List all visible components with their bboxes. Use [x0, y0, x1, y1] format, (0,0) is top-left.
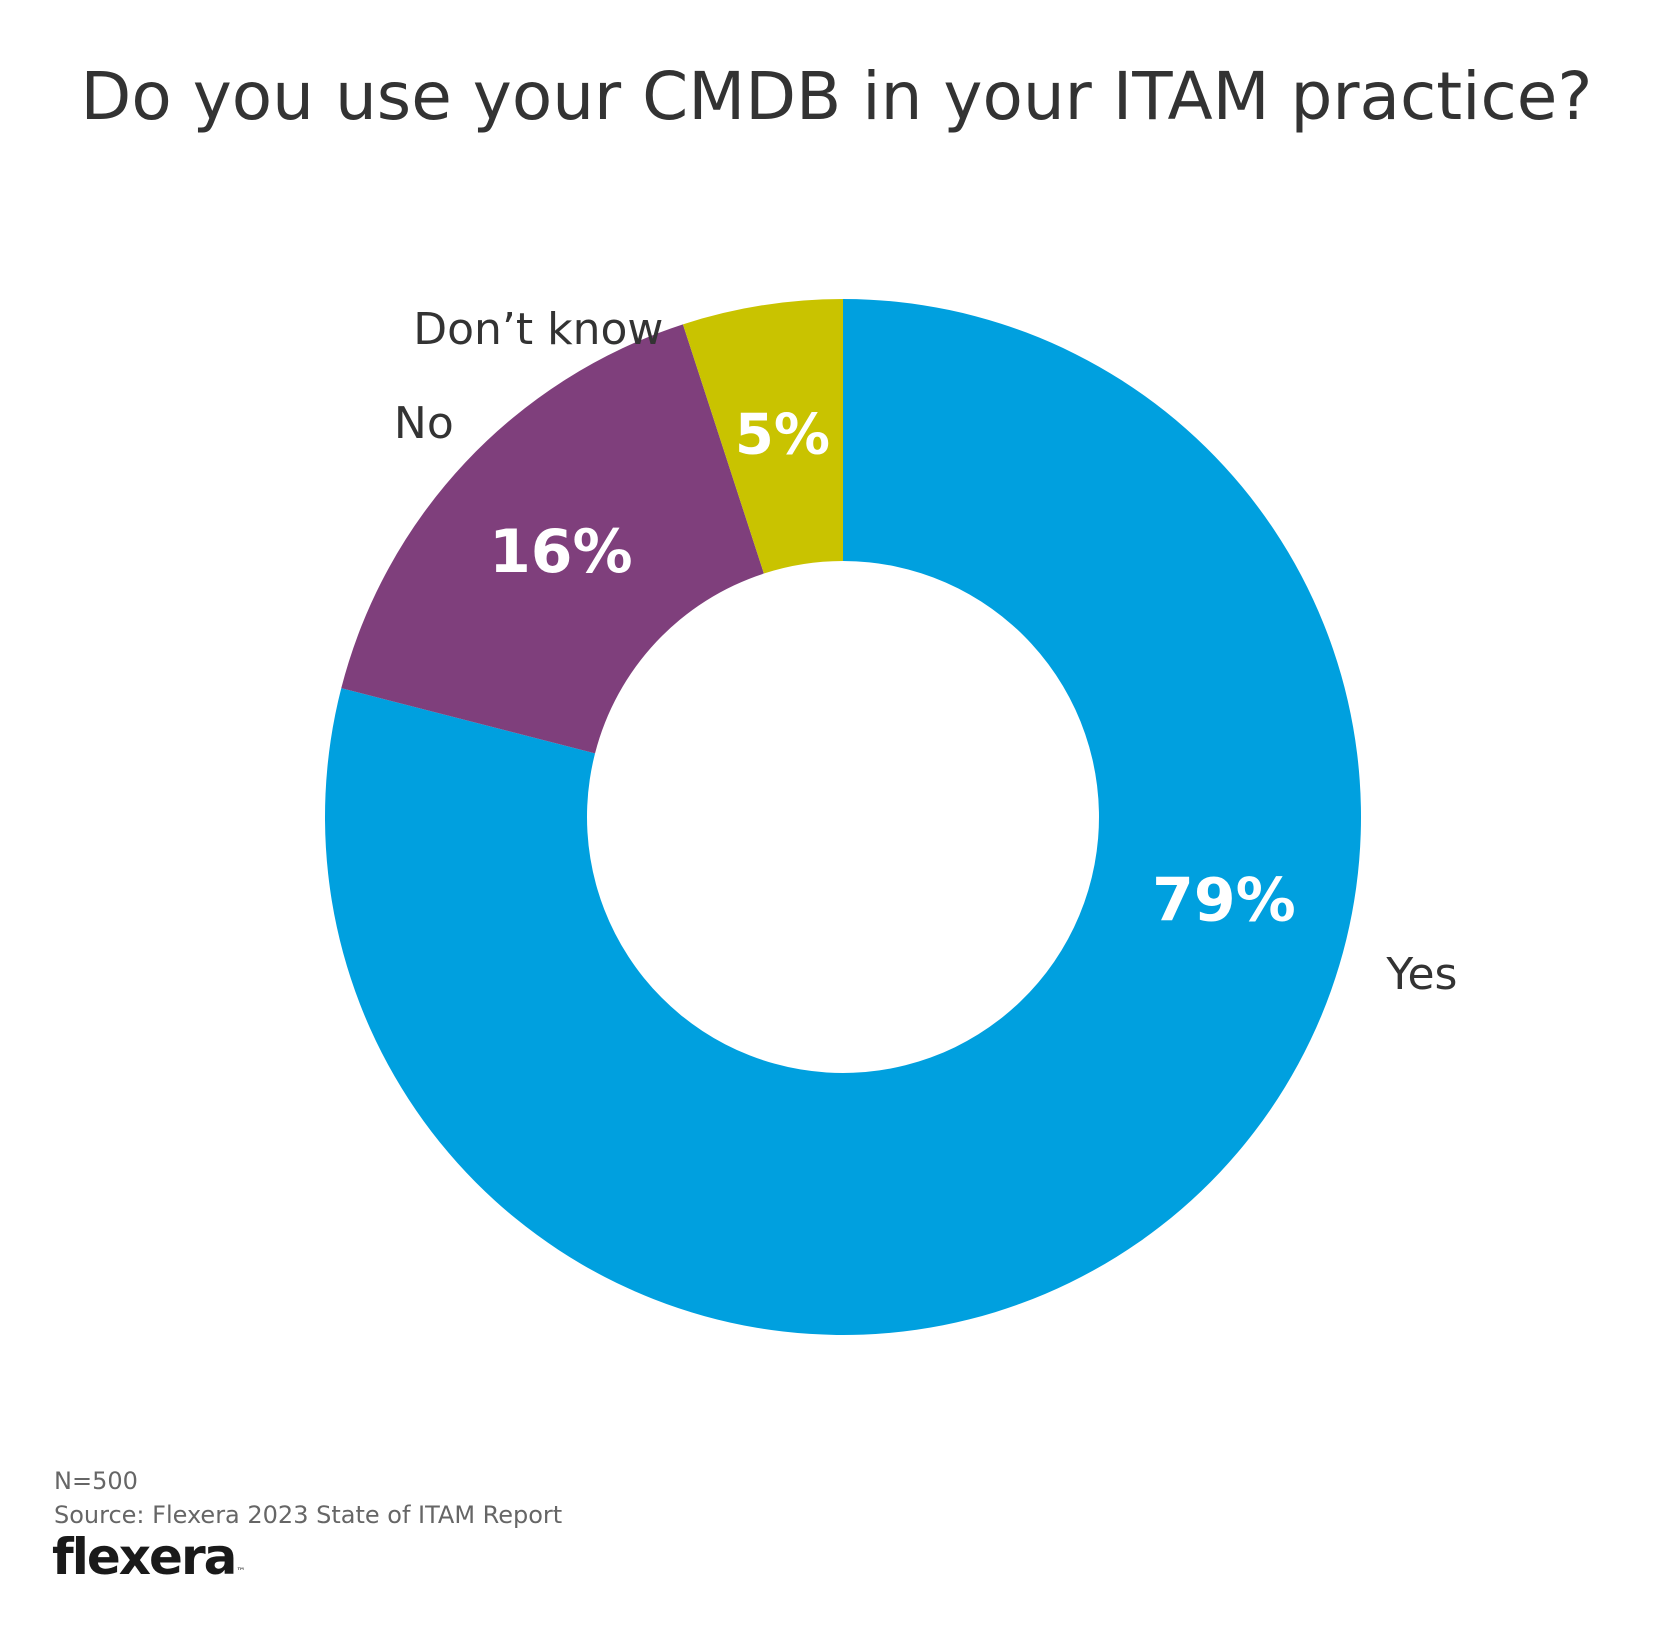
- labels-layer: 79% Yes 16% No 5% Don’t know: [394, 304, 1458, 1000]
- category-label-don-t-know: Don’t know: [413, 304, 663, 355]
- chart-title: Do you use your CMDB in your ITAM practi…: [80, 58, 1593, 135]
- flexera-logo: flexera™: [52, 1532, 245, 1582]
- category-label-no: No: [394, 398, 454, 449]
- logo-wordmark: flexera: [52, 1528, 237, 1586]
- category-label-yes: Yes: [1385, 949, 1457, 1000]
- sample-size-note: N=500: [54, 1467, 138, 1495]
- source-note: Source: Flexera 2023 State of ITAM Repor…: [54, 1501, 563, 1529]
- value-label-don-t-know: 5%: [735, 402, 830, 467]
- slice-no: [341, 324, 764, 754]
- value-label-no: 16%: [489, 517, 633, 587]
- slices-layer: [325, 299, 1362, 1335]
- logo-trademark: ™: [236, 1567, 246, 1577]
- slice-yes: [325, 299, 1362, 1335]
- slice-don-t-know: [682, 299, 843, 574]
- value-label-yes: 79%: [1152, 866, 1296, 936]
